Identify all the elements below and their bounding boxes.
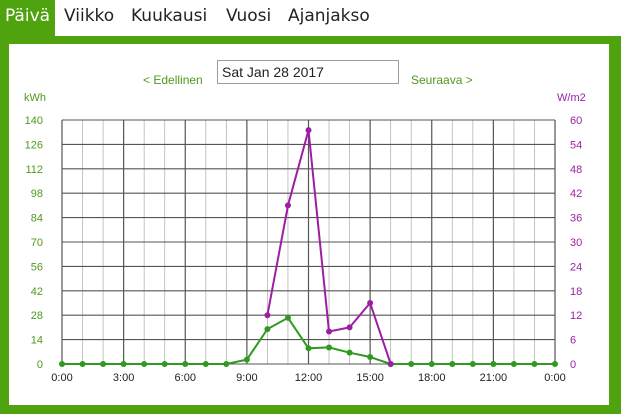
energy-point <box>223 361 230 367</box>
y-left-tick-label: 140 <box>25 115 43 127</box>
y-right-tick-label: 30 <box>570 237 582 249</box>
y-left-tick-label: 84 <box>31 213 43 225</box>
irradiance-point <box>346 324 353 331</box>
axis-labels: 0 0 14 6 28 12 42 18 56 24 70 30 84 36 98 42 112 48 126 54 1… <box>24 92 586 384</box>
energy-point <box>449 361 456 367</box>
energy-point <box>161 361 168 367</box>
energy-point <box>408 361 415 367</box>
energy-point <box>326 344 333 351</box>
y-left-tick-label: 0 <box>37 359 43 371</box>
y-right-tick-label: 48 <box>570 164 582 176</box>
y-right-unit-label: W/m2 <box>557 92 586 104</box>
x-tick-label: 21:00 <box>480 372 508 384</box>
y-right-tick-label: 36 <box>570 213 582 225</box>
chart-area: < Edellinen Seuraava > 0 0 14 6 28 12 42 18 56 24… <box>9 44 609 405</box>
energy-point <box>59 361 65 367</box>
x-tick-label: 18:00 <box>418 372 446 384</box>
y-left-tick-label: 56 <box>31 261 43 273</box>
y-right-tick-label: 12 <box>570 310 582 322</box>
x-tick-label: 3:00 <box>113 372 134 384</box>
view-tabs: Päivä Viikko Kuukausi Vuosi Ajanjakso <box>0 0 621 36</box>
y-left-unit-label: kWh <box>24 92 46 104</box>
next-day-link[interactable]: Seuraava > <box>411 73 473 87</box>
y-left-tick-label: 70 <box>31 237 43 249</box>
irradiance-point <box>284 202 291 209</box>
x-tick-label: 15:00 <box>356 372 384 384</box>
energy-point <box>469 361 476 367</box>
y-right-tick-label: 24 <box>570 261 582 273</box>
tab-period[interactable]: Ajanjakso <box>288 6 370 26</box>
energy-point <box>531 361 538 367</box>
y-right-tick-label: 6 <box>570 335 576 347</box>
energy-point <box>141 361 148 367</box>
previous-day-link[interactable]: < Edellinen <box>143 73 203 87</box>
energy-point <box>305 345 312 352</box>
energy-point <box>346 349 353 356</box>
energy-point <box>79 361 86 367</box>
tab-month[interactable]: Kuukausi <box>131 6 208 26</box>
x-tick-label: 6:00 <box>175 372 196 384</box>
x-tick-label: 9:00 <box>236 372 257 384</box>
irradiance-point <box>326 328 333 335</box>
y-right-tick-label: 18 <box>570 286 582 298</box>
energy-chart: 0 0 14 6 28 12 42 18 56 24 70 30 84 36 98 42 112 48 126 54 1… <box>24 92 586 384</box>
energy-point <box>552 361 558 367</box>
x-tick-label: 12:00 <box>295 372 323 384</box>
energy-point <box>100 361 107 367</box>
energy-point <box>510 361 517 367</box>
energy-point <box>284 314 291 321</box>
y-left-tick-label: 112 <box>25 164 43 176</box>
energy-point <box>243 356 250 363</box>
tab-year[interactable]: Vuosi <box>226 6 272 26</box>
energy-point <box>428 361 435 367</box>
energy-point <box>120 361 127 367</box>
tab-week[interactable]: Viikko <box>64 6 115 26</box>
y-left-tick-label: 14 <box>31 335 43 347</box>
energy-point <box>182 361 189 367</box>
series-layer <box>59 127 558 367</box>
y-right-tick-label: 54 <box>570 139 582 151</box>
y-left-tick-label: 98 <box>31 188 43 200</box>
tab-day[interactable]: Päivä <box>0 0 55 36</box>
energy-point <box>367 354 374 361</box>
grid-major <box>61 119 556 365</box>
energy-point <box>202 361 209 367</box>
irradiance-point <box>387 361 394 367</box>
energy-point <box>490 361 497 367</box>
x-tick-label: 0:00 <box>51 372 72 384</box>
irradiance-point <box>264 312 271 319</box>
irradiance-point <box>367 300 374 306</box>
irradiance-point <box>305 127 312 134</box>
y-left-tick-label: 126 <box>25 139 43 151</box>
y-left-tick-label: 28 <box>31 310 43 322</box>
content-panel: < Edellinen Seuraava > 0 0 14 6 28 12 42 18 56 24… <box>0 36 621 414</box>
y-left-tick-label: 42 <box>31 286 43 298</box>
y-right-tick-label: 42 <box>570 188 582 200</box>
date-input[interactable] <box>217 60 399 84</box>
energy-point <box>264 326 271 333</box>
y-right-tick-label: 60 <box>570 115 582 127</box>
x-tick-label: 0:00 <box>544 372 565 384</box>
y-right-tick-label: 0 <box>570 359 576 371</box>
